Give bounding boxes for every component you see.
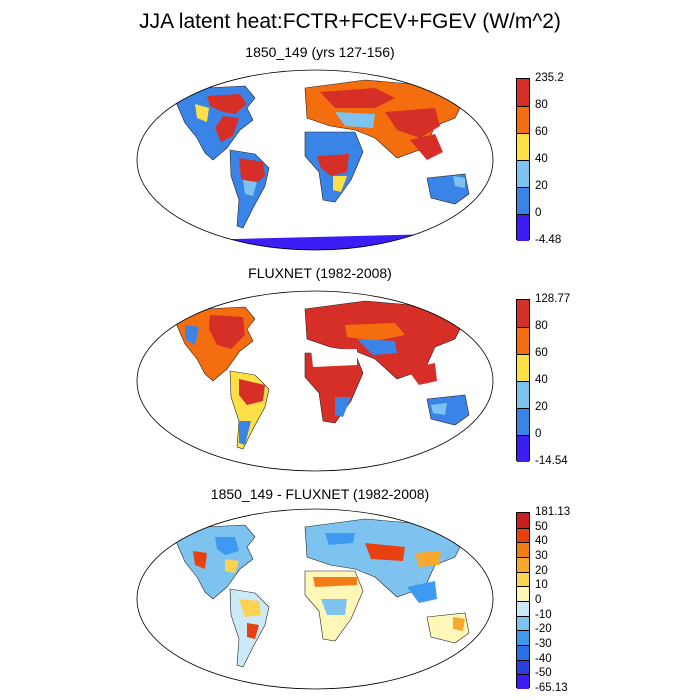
panel-1-colorbar-label: 80 (535, 99, 548, 111)
panel-2-colorbar-label: -14.54 (535, 455, 568, 467)
panel-2-colorbar-label: 40 (535, 374, 548, 386)
panel-3-colorbar-segment (517, 659, 529, 675)
panel-3-colorbar-label: 40 (535, 535, 548, 548)
panel-3-colorbar-segment (517, 571, 529, 587)
panel-2-colorbar-segment (517, 327, 529, 354)
panel-3-colorbar-label: -10 (535, 608, 552, 621)
panel-1-map (136, 69, 494, 251)
panel-3-colorbar-segment (517, 674, 529, 689)
panel-3-colorbar-segment (517, 586, 529, 601)
panel-3-colorbar-segment (517, 644, 529, 660)
panel-1-colorbar (516, 78, 530, 241)
panel-2-colorbar-segment (517, 300, 529, 327)
panel-2-colorbar-label: 80 (535, 320, 548, 332)
panel-3-colorbar-label: -20 (535, 623, 552, 636)
panel-3-colorbar-label: 181.13 (535, 506, 571, 518)
panel-1-colorbar-label: 0 (535, 207, 542, 219)
panel-2-colorbar-label: 20 (535, 401, 548, 413)
panel-3-colorbar-label: -50 (535, 667, 552, 680)
panel-3-colorbar-segment (517, 600, 529, 616)
panel-3-title: 1850_149 - FLUXNET (1982-2008) (210, 486, 430, 502)
panel-3-colorbar-label: 30 (535, 550, 548, 562)
panel-3-colorbar-segment (517, 630, 529, 645)
panel-2-colorbar-segment (517, 435, 529, 462)
panel-3-colorbar (516, 512, 530, 689)
panel-3-colorbar-label: 10 (535, 579, 548, 592)
panel-3-colorbar-segment (517, 615, 529, 631)
figure-title: JJA latent heat:FCTR+FCEV+FGEV (W/m^2) (139, 10, 561, 33)
panel-3-map (136, 508, 494, 690)
panel-1-colorbar-label: 60 (535, 126, 548, 138)
panel-3-colorbar-label: 50 (535, 520, 548, 533)
panel-2-colorbar-segment (517, 354, 529, 381)
panel-1-colorbar-label: 20 (535, 180, 548, 192)
panel-1-colorbar-segment (517, 79, 529, 106)
panel-2-colorbar-segment (517, 381, 529, 408)
panel-3-colorbar-segment (517, 527, 529, 543)
panel-3-colorbar-label: 20 (535, 564, 548, 577)
panel-2-colorbar-label: 128.77 (535, 293, 571, 305)
panel-1-colorbar-segment (517, 133, 529, 160)
panel-3-colorbar-label: -65.13 (535, 682, 568, 694)
panel-2-title: FLUXNET (1982-2008) (248, 265, 392, 281)
panel-2-colorbar-segment (517, 408, 529, 435)
panel-1-colorbar-segment (517, 160, 529, 187)
panel-1-colorbar-label: 235.2 (535, 72, 564, 84)
panel-1-colorbar-segment (517, 187, 529, 214)
panel-3-colorbar-label: -40 (535, 652, 552, 665)
panel-1-colorbar-label: -4.48 (535, 234, 562, 246)
panel-1-title: 1850_149 (yrs 127-156) (245, 44, 395, 60)
panel-2-colorbar-label: 0 (535, 428, 542, 440)
panel-2-colorbar-label: 60 (535, 347, 548, 359)
panel-3-colorbar-label: 0 (535, 594, 542, 606)
panel-2-map (136, 290, 494, 472)
panel-3-colorbar-segment (517, 513, 529, 528)
panel-2-colorbar (516, 299, 530, 462)
panel-3-colorbar-segment (517, 556, 529, 572)
panel-3-colorbar-label: -30 (535, 638, 552, 650)
panel-3-colorbar-segment (517, 542, 529, 557)
panel-1-colorbar-segment (517, 106, 529, 133)
panel-1-colorbar-segment (517, 214, 529, 241)
panel-1-colorbar-label: 40 (535, 153, 548, 165)
